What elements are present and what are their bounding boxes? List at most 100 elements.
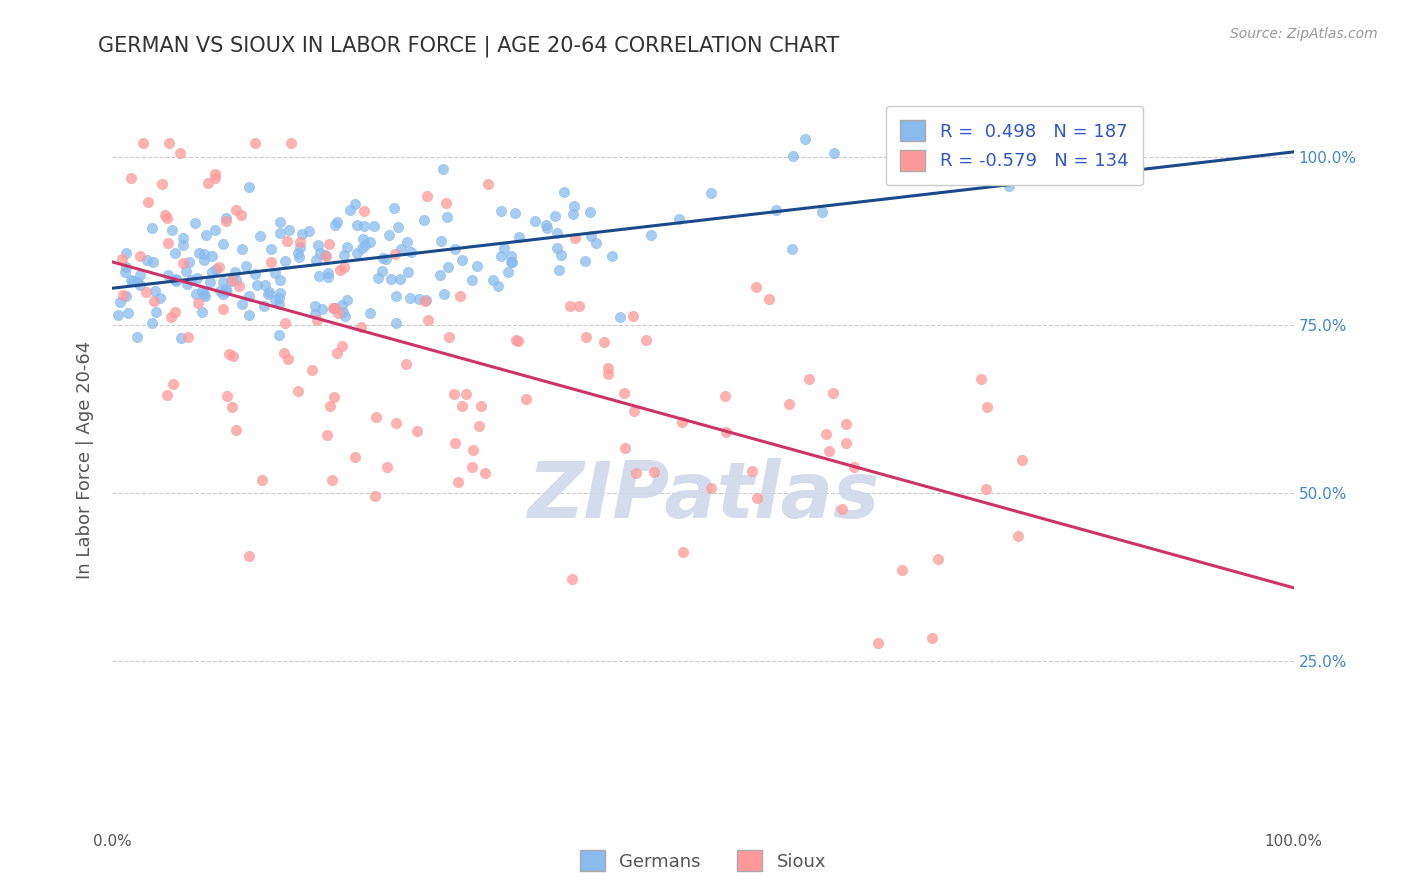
Point — [714, 389, 737, 403]
Point — [172, 238, 194, 252]
Point — [160, 223, 183, 237]
Point — [499, 249, 522, 263]
Point — [970, 372, 993, 386]
Point — [395, 357, 418, 371]
Point — [574, 253, 596, 268]
Point — [564, 231, 586, 245]
Point — [319, 399, 342, 413]
Point — [333, 248, 356, 262]
Point — [332, 305, 354, 319]
Point — [700, 186, 723, 200]
Point — [318, 269, 340, 284]
Point — [375, 252, 398, 267]
Point — [156, 211, 179, 226]
Point — [277, 352, 299, 367]
Point — [321, 473, 343, 487]
Point — [311, 301, 333, 316]
Y-axis label: In Labor Force | Age 20-64: In Labor Force | Age 20-64 — [76, 340, 94, 579]
Point — [501, 254, 523, 268]
Point — [976, 400, 998, 414]
Point — [994, 169, 1017, 184]
Point — [315, 249, 337, 263]
Point — [491, 249, 513, 263]
Point — [231, 297, 253, 311]
Point — [336, 240, 359, 254]
Point — [304, 308, 326, 322]
Point — [396, 265, 419, 279]
Point — [163, 245, 186, 260]
Point — [346, 218, 368, 232]
Point — [640, 227, 662, 242]
Point — [353, 238, 375, 252]
Point — [600, 249, 623, 263]
Point — [592, 335, 614, 350]
Point — [141, 316, 163, 330]
Point — [176, 277, 198, 291]
Point — [782, 149, 804, 163]
Point — [384, 247, 406, 261]
Point — [269, 214, 291, 228]
Point — [163, 273, 186, 287]
Point — [193, 286, 215, 301]
Point — [170, 331, 193, 345]
Point — [165, 274, 187, 288]
Point — [246, 277, 269, 292]
Point — [238, 180, 260, 194]
Point — [221, 401, 243, 415]
Point — [132, 136, 155, 150]
Point — [191, 305, 214, 319]
Point — [215, 389, 238, 403]
Point — [492, 241, 515, 255]
Point — [160, 310, 183, 324]
Point — [378, 227, 401, 242]
Point — [264, 293, 287, 307]
Point — [156, 268, 179, 283]
Point — [149, 292, 172, 306]
Point — [373, 252, 395, 266]
Point — [1007, 529, 1029, 543]
Point — [269, 273, 291, 287]
Point — [129, 268, 152, 282]
Point — [238, 549, 260, 563]
Point — [389, 242, 412, 256]
Point — [163, 305, 186, 319]
Point — [350, 241, 373, 255]
Point — [225, 423, 247, 437]
Point — [447, 475, 470, 490]
Point — [201, 248, 224, 262]
Point — [443, 242, 465, 256]
Point — [921, 631, 943, 645]
Point — [671, 415, 693, 429]
Point — [370, 264, 392, 278]
Point — [562, 199, 585, 213]
Point — [780, 242, 803, 256]
Point — [344, 450, 367, 465]
Point — [486, 279, 509, 293]
Point — [129, 277, 152, 292]
Point — [316, 266, 339, 280]
Point — [714, 425, 737, 439]
Point — [225, 273, 247, 287]
Point — [252, 299, 274, 313]
Point — [745, 491, 768, 505]
Point — [868, 635, 890, 649]
Point — [700, 481, 723, 495]
Point — [325, 219, 347, 233]
Point — [811, 205, 834, 219]
Point — [891, 563, 914, 577]
Point — [406, 424, 429, 438]
Point — [323, 301, 346, 315]
Point — [218, 347, 240, 361]
Point — [257, 285, 280, 299]
Point — [162, 376, 184, 391]
Point — [184, 216, 207, 230]
Point — [298, 224, 321, 238]
Point — [108, 294, 131, 309]
Point — [122, 274, 145, 288]
Point — [155, 208, 177, 222]
Legend: Germans, Sioux: Germans, Sioux — [572, 843, 834, 879]
Point — [287, 384, 309, 398]
Point — [415, 293, 437, 308]
Point — [330, 298, 353, 312]
Point — [503, 206, 526, 220]
